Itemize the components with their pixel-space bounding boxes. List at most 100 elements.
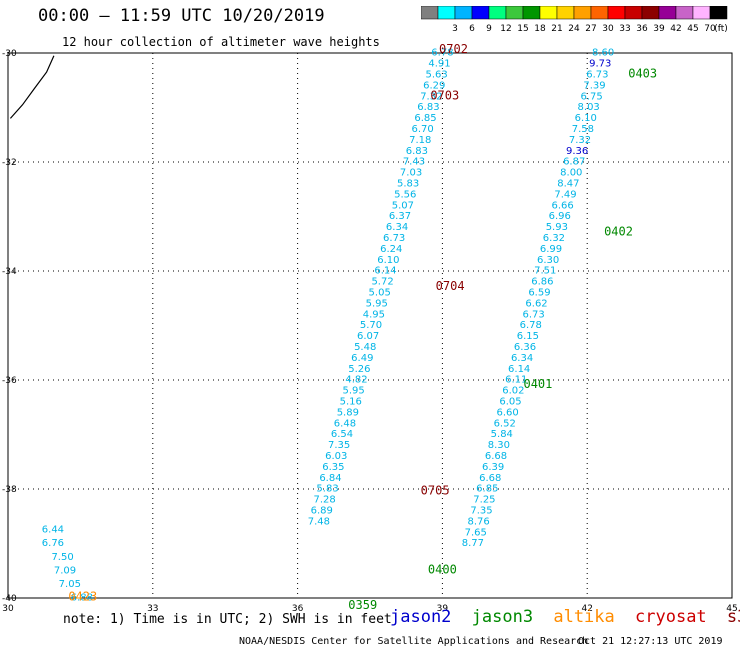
legend-jason2: jason2 [390, 607, 452, 627]
colorbar-tick-label: 27 [585, 24, 596, 34]
wave-height-value: 6.37 [389, 211, 411, 222]
pass-time-label: 0400 [428, 562, 457, 576]
wave-height-value: 6.48 [334, 418, 356, 429]
wave-height-value: 6.35 [322, 462, 344, 473]
wave-height-value: 6.87 [563, 157, 585, 168]
wave-height-value: 7.65 [465, 527, 487, 538]
wave-height-value: 7.35 [470, 506, 492, 517]
wave-height-value: 6.89 [311, 506, 333, 517]
wave-height-value: 6.54 [331, 429, 353, 440]
colorbar-tick-label: 18 [534, 24, 546, 34]
wave-height-value: 6.14 [508, 364, 530, 375]
wave-height-value: 6.34 [386, 222, 408, 233]
wave-height-value: 7.43 [403, 157, 425, 168]
wave-height-value: 6.73 [523, 309, 545, 320]
wave-height-value: 6.36 [514, 342, 536, 353]
wave-height-value: 7.50 [51, 552, 73, 563]
map-frame [7, 52, 733, 599]
wave-height-value: 6.62 [525, 298, 547, 309]
wave-height-value: 5.16 [340, 397, 362, 408]
wave-height-value: 6.44 [42, 525, 64, 536]
lat-tick-label: -40 [2, 594, 17, 604]
lon-tick-label: 36 [292, 604, 304, 614]
colorbar-tick-label: 21 [551, 24, 562, 34]
wave-height-value: 6.39 [482, 462, 504, 473]
wave-height-value: 6.11 [505, 375, 527, 386]
wave-height-value: 6.24 [380, 244, 402, 255]
wave-height-value: 7.03 [400, 168, 422, 179]
wave-height-value: 6.76 [42, 538, 64, 549]
colorbar-tick-label: 70 [704, 24, 716, 34]
wave-height-value: 6.29 [423, 80, 445, 91]
colorbar-tick-label: 3 [452, 24, 458, 34]
wave-height-value: 6.73 [383, 233, 405, 244]
wave-height-value: 7.39 [583, 80, 605, 91]
colorbar-tick-label: 24 [568, 24, 580, 34]
wave-height-value: 6.75 [580, 91, 602, 102]
colorbar-tick-label: 45 [687, 24, 698, 34]
lon-tick-label: 33 [147, 604, 158, 614]
wave-height-value: 6.83 [417, 102, 439, 113]
lat-tick-label: -30 [2, 49, 17, 59]
wave-height-value: 7.32 [420, 91, 442, 102]
wave-height-value: 5.63 [426, 70, 448, 81]
wave-height-value: 5.72 [371, 277, 393, 288]
wave-height-value: 8.77 [462, 538, 484, 549]
wave-height-value: 6.85 [476, 484, 498, 495]
wave-height-value: 5.07 [392, 200, 414, 211]
wave-height-value: 8.60 [592, 48, 614, 59]
wave-height-value: 9.73 [589, 59, 611, 70]
wave-height-value: 7.25 [473, 495, 495, 506]
wave-height-value: 6.34 [511, 353, 533, 364]
colorbar-tick-label: 15 [517, 24, 528, 34]
wave-height-value: 5.83 [316, 484, 338, 495]
pass-time-label: 0702 [439, 42, 468, 56]
pass-time-label: 0705 [421, 483, 450, 497]
wave-height-value: 5.26 [348, 364, 370, 375]
pass-time-label: 0703 [430, 88, 459, 102]
track-altika: 6.44 6.76 7.50 7.09 7.05 6.88 [42, 525, 93, 604]
wave-height-value: 6.03 [325, 451, 347, 462]
wave-height-value: 8.47 [557, 179, 579, 190]
lat-tick-label: -34 [2, 267, 17, 277]
colorbar-tick-label: 30 [602, 24, 614, 34]
wave-height-value: 9.36 [566, 146, 588, 157]
pass-time-label: 0401 [523, 377, 552, 391]
wave-height-value: 4.82 [345, 375, 367, 386]
wave-height-value: 6.85 [414, 113, 436, 124]
wave-height-value: 7.28 [314, 495, 336, 506]
wave-height-value: 6.14 [374, 266, 396, 277]
wave-height-value: 6.68 [479, 473, 501, 484]
pass-time-label: 0359 [348, 598, 377, 612]
wave-height-value: 8.30 [488, 440, 510, 451]
wave-height-value: 6.52 [494, 418, 516, 429]
colorbar-tick-label: 12 [500, 24, 511, 34]
track-s3a: 6.784.915.636.297.326.836.856.707.186.83… [308, 48, 454, 528]
wave-height-value: 6.83 [406, 146, 428, 157]
wave-height-value: 4.95 [363, 309, 385, 320]
wave-height-value: 6.88 [71, 593, 93, 604]
wave-height-value: 6.10 [575, 113, 597, 124]
wave-height-value: 6.73 [586, 70, 608, 81]
lon-tick-label: 45 [726, 604, 737, 614]
wave-height-value: 6.78 [520, 320, 542, 331]
legend-s3a: s3a [726, 607, 740, 627]
footer-timestamp: Oct 21 12:27:13 UTC 2019 [578, 636, 723, 647]
page-title: 00:00 – 11:59 UTC 10/20/2019 [38, 6, 325, 26]
wave-height-value: 6.96 [549, 211, 571, 222]
wave-height-value: 8.76 [467, 516, 489, 527]
wave-height-value: 6.68 [485, 451, 507, 462]
pass-time-label: 0402 [604, 225, 633, 239]
wave-height-value: 6.10 [377, 255, 399, 266]
wave-height-value: 5.93 [546, 222, 568, 233]
wave-height-value: 6.78 [431, 48, 453, 59]
colorbar: 3 6 9 12 15 18 21 24 27 30 33 36 39 42 45 70(ft) [421, 6, 728, 34]
wave-height-value: 6.07 [357, 331, 379, 342]
legend-cryosat: cryosat [635, 607, 707, 627]
wave-height-value: 6.66 [551, 200, 573, 211]
wave-height-value: 5.83 [397, 179, 419, 190]
coastline [9, 55, 55, 119]
legend-altika: altika [553, 607, 615, 627]
wave-height-value: 7.58 [572, 124, 594, 135]
